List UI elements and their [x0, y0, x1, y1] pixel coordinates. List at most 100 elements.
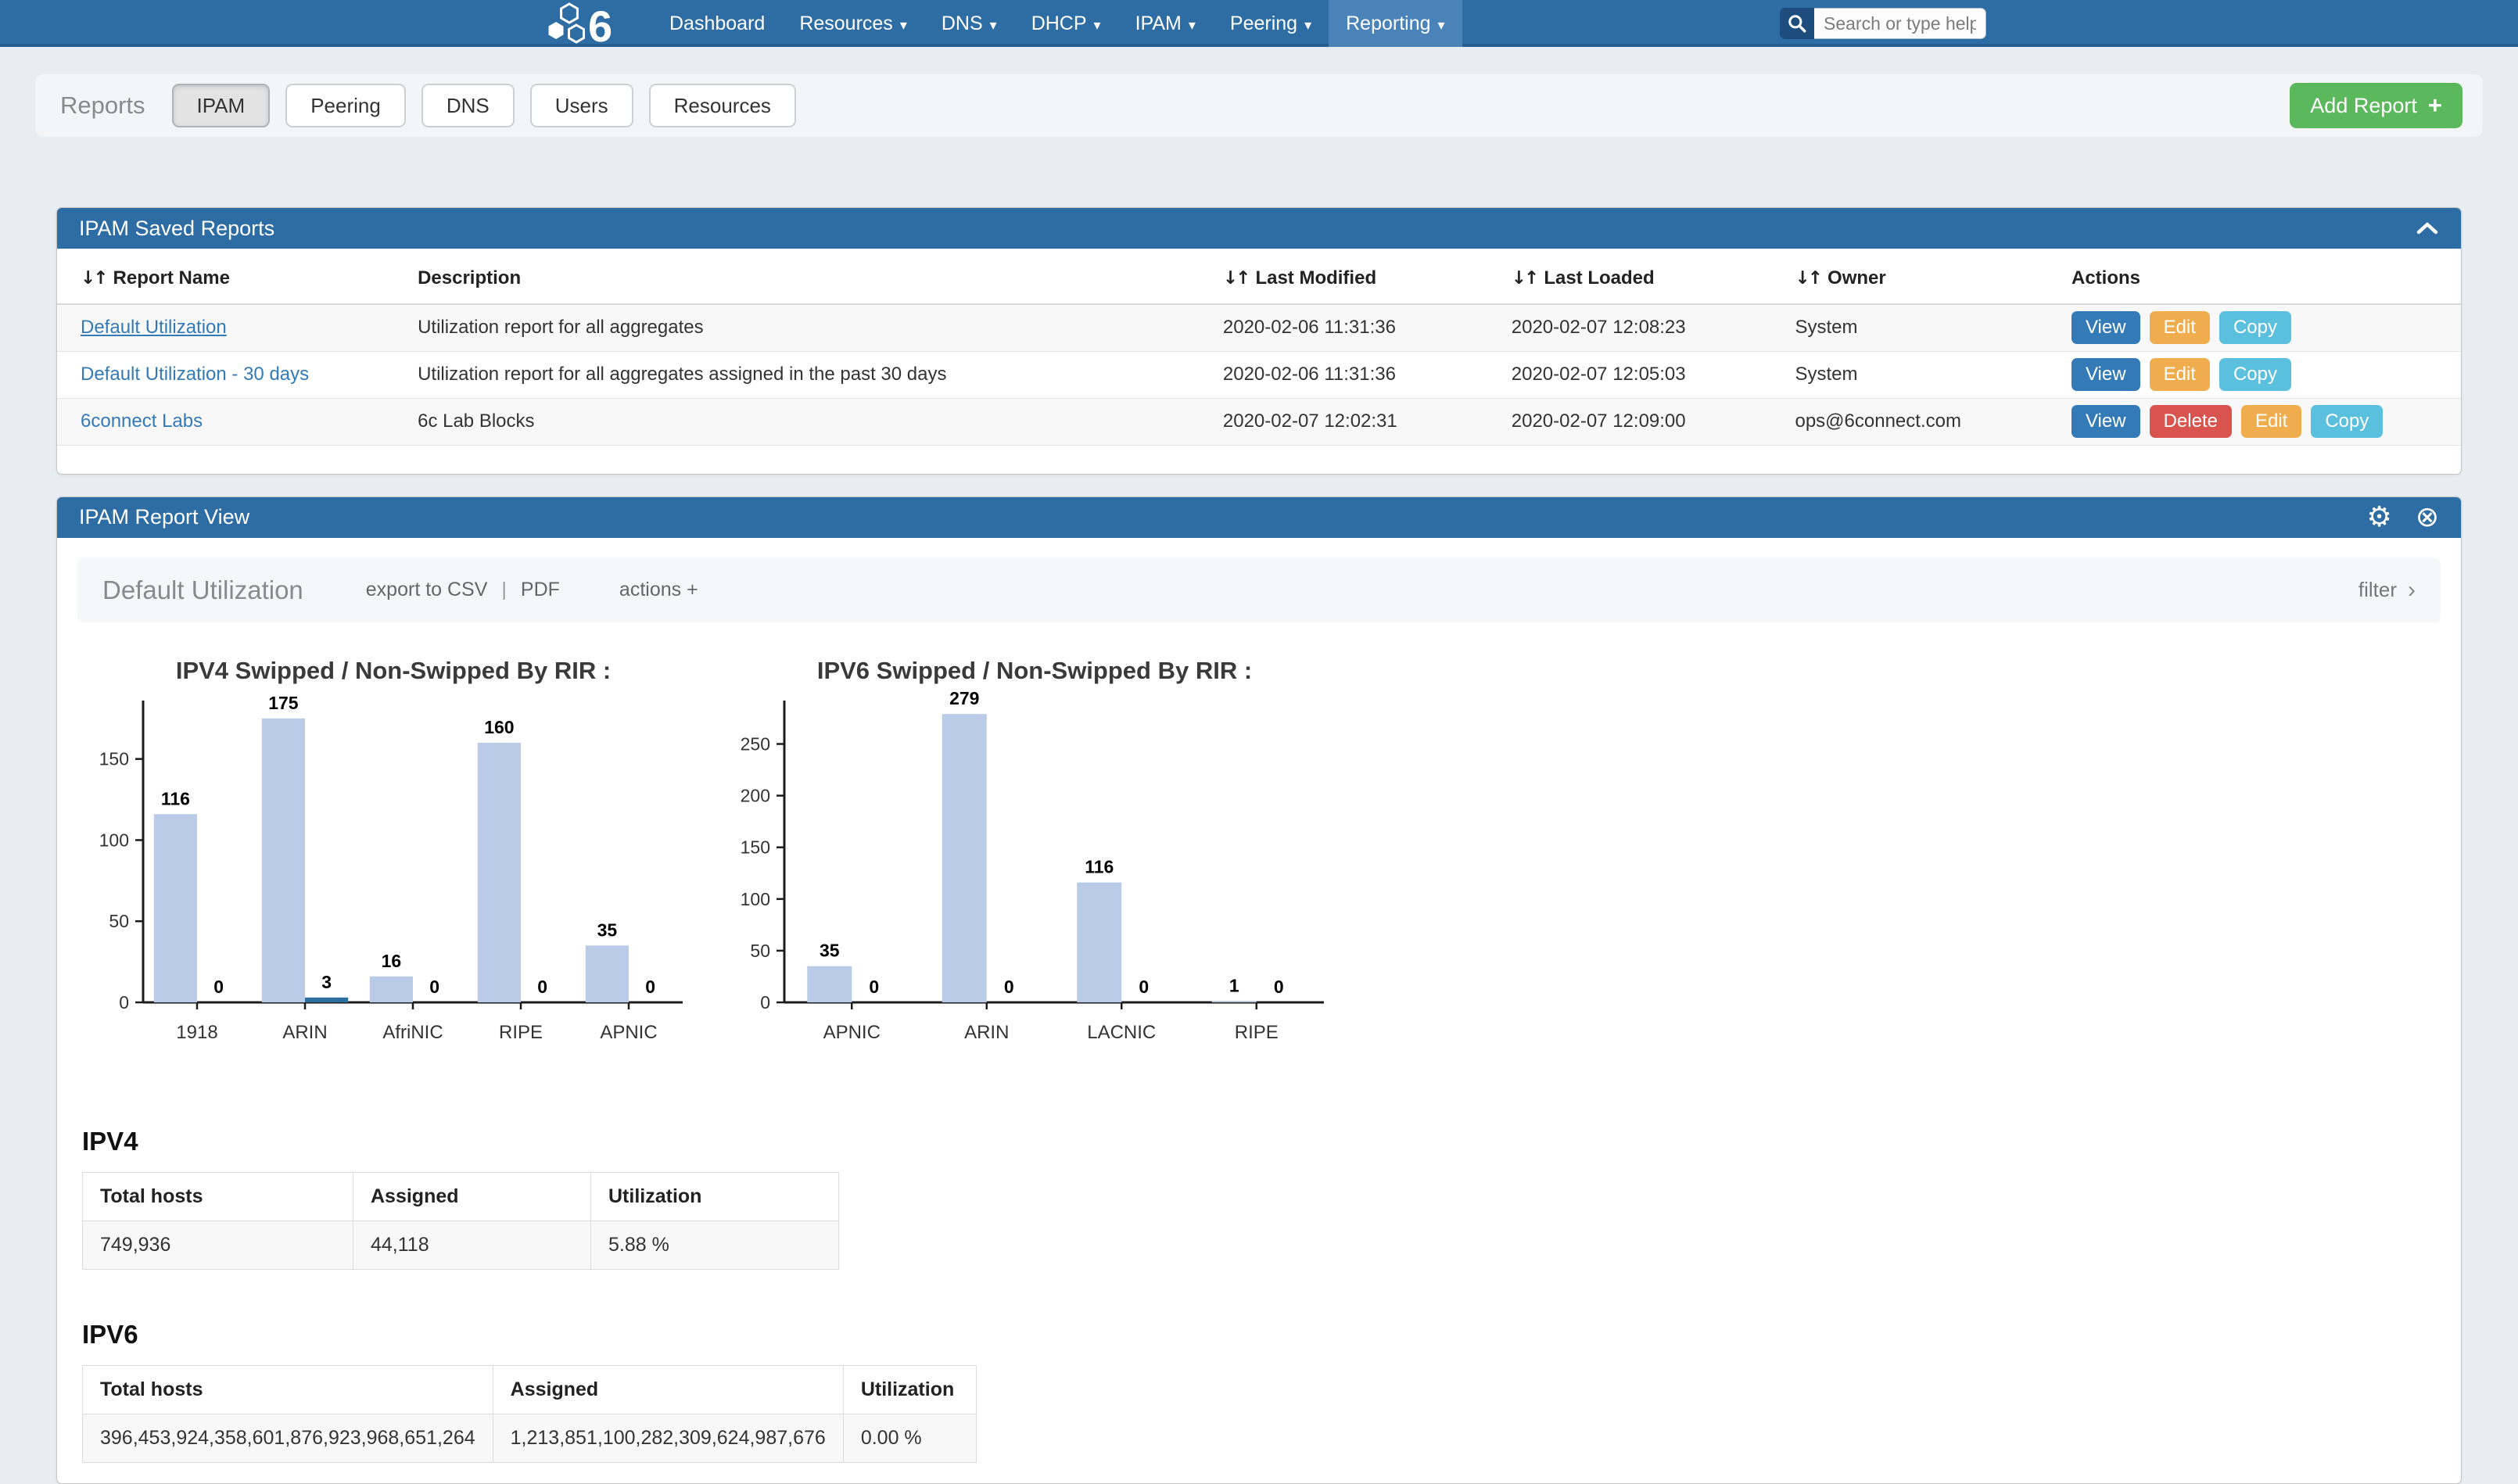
sort-icon: ↓↑ [1222, 268, 1251, 289]
svg-text:279: 279 [949, 688, 979, 708]
actions-menu-link[interactable]: actions + [619, 579, 698, 600]
summary-data-row: 749,936 44,118 5.88 % [82, 1220, 839, 1270]
svg-text:6: 6 [588, 2, 612, 45]
saved-reports-panel: IPAM Saved Reports ↓↑ Report Name Descript… [56, 207, 2462, 475]
svg-text:100: 100 [99, 830, 129, 850]
column-header-label: Report Name [113, 267, 230, 289]
svg-text:0: 0 [1274, 977, 1284, 997]
column-header-label: Last Loaded [1544, 267, 1655, 289]
svg-text:0: 0 [760, 992, 770, 1013]
edit-button[interactable]: Edit [2149, 311, 2210, 345]
svg-text:0: 0 [1139, 977, 1149, 997]
column-header-last-loaded[interactable]: ↓↑ Last Loaded [1511, 249, 1795, 305]
filter-toggle[interactable]: filter › [2358, 577, 2416, 604]
last-modified: 2020-02-06 11:31:36 [1222, 364, 1396, 385]
summary-column-header: Assigned [353, 1171, 591, 1221]
summary-cell: 44,118 [353, 1220, 591, 1270]
column-header-label: Owner [1828, 267, 1886, 289]
tab-peering[interactable]: Peering [285, 84, 406, 127]
delete-button[interactable]: Delete [2149, 405, 2232, 438]
close-panel-icon[interactable]: ⊗ [2415, 500, 2439, 533]
export-pdf-link[interactable]: PDF [520, 579, 560, 600]
svg-text:1: 1 [1229, 975, 1239, 995]
ipv6-rir-chart: IPV6 Swipped / Non-Swipped By RIR : 0 50 1… [730, 657, 1340, 1077]
actions-cell: View Edit Copy [2071, 351, 2461, 398]
nav-item-peering[interactable]: Peering ▾ [1213, 0, 1329, 47]
link-separator: | [501, 579, 507, 600]
add-report-label: Add Report [2310, 93, 2417, 117]
report-name-link[interactable]: Default Utilization [81, 317, 227, 339]
summary-cell: 396,453,924,358,601,876,923,968,651,264 [82, 1413, 493, 1463]
table-header-row: ↓↑ Report Name Description ↓↑ Last Modified ↓… [57, 249, 2461, 305]
saved-reports-title: IPAM Saved Reports [79, 216, 275, 240]
report-description: Utilization report for all aggregates [418, 317, 704, 339]
report-name-cell: Default Utilization [57, 304, 418, 351]
table-row: Default Utilization Utilization report fo… [57, 304, 2461, 351]
nav-item-label: Peering [1229, 12, 1298, 34]
report-category-tabs: IPAM Peering DNS Users Resources [171, 84, 796, 127]
svg-text:LACNIC: LACNIC [1087, 1022, 1156, 1043]
svg-text:0: 0 [213, 977, 224, 997]
tab-ipam[interactable]: IPAM [171, 84, 271, 127]
svg-text:0: 0 [1004, 977, 1014, 997]
tab-dns[interactable]: DNS [421, 84, 515, 127]
summary-header-row: Total hosts Assigned Utilization [82, 1171, 839, 1221]
last-modified: 2020-02-06 11:31:36 [1222, 317, 1396, 339]
svg-text:0: 0 [537, 977, 547, 997]
column-header-label: Description [418, 267, 522, 289]
copy-button[interactable]: Copy [2218, 311, 2291, 345]
view-button[interactable]: View [2071, 358, 2140, 391]
charts-row: IPV4 Swipped / Non-Swipped By RIR : 0 50 1… [88, 657, 2441, 1077]
svg-text:150: 150 [99, 748, 129, 769]
svg-text:AfriNIC: AfriNIC [382, 1022, 443, 1043]
column-header-last-modified[interactable]: ↓↑ Last Modified [1222, 249, 1512, 305]
logo[interactable]: 6 [547, 0, 633, 47]
collapse-panel-button[interactable] [2416, 221, 2439, 235]
column-header-report-name[interactable]: ↓↑ Report Name [57, 249, 418, 305]
nav-item-dns[interactable]: DNS ▾ [924, 0, 1014, 47]
search-input[interactable] [1814, 8, 1986, 39]
nav-item-reporting[interactable]: Reporting ▾ [1329, 0, 1462, 47]
tab-users[interactable]: Users [529, 84, 633, 127]
nav-item-ipam[interactable]: IPAM ▾ [1118, 0, 1213, 47]
svg-text:35: 35 [597, 919, 618, 940]
tab-resources[interactable]: Resources [648, 84, 796, 127]
ipv6-summary-heading: IPV6 [82, 1319, 138, 1349]
svg-text:0: 0 [869, 977, 879, 997]
report-owner: ops@6connect.com [1795, 410, 1961, 432]
nav-item-dashboard[interactable]: Dashboard [652, 0, 782, 47]
view-button[interactable]: View [2071, 405, 2140, 438]
report-name-link[interactable]: Default Utilization - 30 days [81, 364, 310, 385]
svg-text:APNIC: APNIC [600, 1022, 657, 1043]
last-loaded: 2020-02-07 12:05:03 [1511, 364, 1686, 385]
search-icon[interactable] [1780, 8, 1814, 39]
nav-item-label: Dashboard [669, 12, 766, 34]
svg-text:0: 0 [119, 992, 129, 1013]
edit-button[interactable]: Edit [2240, 405, 2302, 438]
summary-header-row: Total hosts Assigned Utilization [82, 1364, 977, 1414]
view-button[interactable]: View [2071, 311, 2140, 345]
copy-button[interactable]: Copy [2311, 405, 2383, 438]
report-view-title: IPAM Report View [79, 505, 250, 529]
svg-text:200: 200 [741, 785, 770, 805]
summary-column-header: Total hosts [82, 1171, 353, 1221]
last-loaded: 2020-02-07 12:08:23 [1511, 317, 1686, 339]
svg-text:175: 175 [268, 692, 299, 712]
nav-item-label: IPAM [1135, 12, 1182, 34]
nav-item-resources[interactable]: Resources ▾ [782, 0, 924, 47]
summary-column-header: Utilization [590, 1171, 839, 1221]
nav-item-dhcp[interactable]: DHCP ▾ [1014, 0, 1118, 47]
export-csv-link[interactable]: export to CSV [365, 579, 488, 600]
add-report-button[interactable]: Add Report + [2290, 83, 2462, 128]
summary-column-header: Total hosts [82, 1364, 493, 1414]
edit-button[interactable]: Edit [2149, 358, 2210, 391]
summary-column-header: Assigned [492, 1364, 844, 1414]
ipv6-summary-table: Total hosts Assigned Utilization 396,453,92… [82, 1364, 977, 1463]
column-header-owner[interactable]: ↓↑ Owner [1795, 249, 2071, 305]
last-loaded: 2020-02-07 12:09:00 [1511, 410, 1686, 432]
report-name-link[interactable]: 6connect Labs [81, 410, 203, 432]
nav-item-label: Reporting [1346, 12, 1431, 34]
report-owner: System [1795, 317, 1858, 339]
copy-button[interactable]: Copy [2218, 358, 2291, 391]
gear-icon[interactable]: ⚙ [2366, 500, 2392, 533]
